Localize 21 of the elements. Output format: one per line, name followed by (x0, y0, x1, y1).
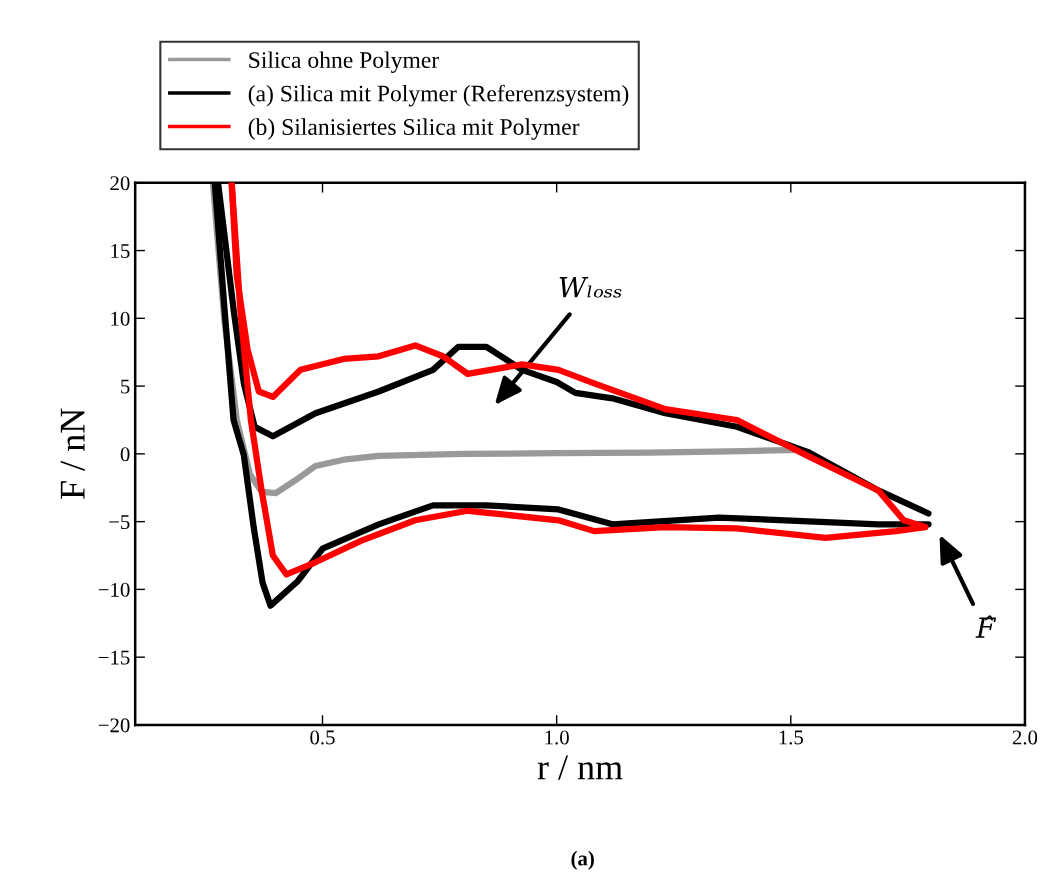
y-tick-label: 0 (120, 447, 130, 462)
y-tick-label: −5 (109, 515, 130, 530)
y-tick-label: 5 (121, 379, 130, 394)
legend-label: (b) Silanisiertes Silica mit Polymer (248, 118, 580, 140)
legend-label: (a) Silica mit Polymer (Referenzsystem) (248, 84, 629, 107)
x-tick-label: 2.0 (1012, 730, 1038, 745)
y-tick-label: 10 (111, 311, 130, 326)
legend-label: Silica ohne Polymer (249, 51, 439, 73)
x-axis-title: r / nm (537, 755, 623, 780)
y-tick-label: −10 (98, 582, 130, 597)
x-tick-label: 1.5 (779, 730, 804, 745)
y-tick-label: 15 (111, 244, 130, 258)
y-tick-label: −15 (98, 650, 130, 665)
x-tick-label: 0.5 (310, 730, 335, 745)
text: (a) (571, 850, 594, 870)
y-axis-title: F / nN (60, 408, 85, 499)
annotation: F̂ (975, 615, 997, 638)
x-tick-label: 1.0 (545, 730, 569, 745)
y-tick-label: 20 (110, 176, 130, 191)
annotation: Wₗₒₛₛ (559, 277, 622, 298)
y-tick-label: −20 (98, 718, 130, 733)
